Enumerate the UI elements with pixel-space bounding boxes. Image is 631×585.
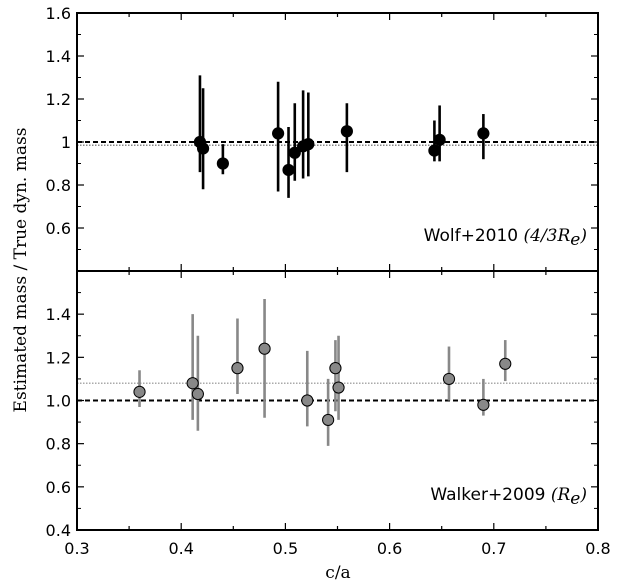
annotation-subscript: e [570, 230, 580, 250]
data-point [428, 144, 441, 157]
y-tick-label: 0.4 [46, 521, 71, 540]
plot-frame [76, 270, 599, 531]
data-point [477, 398, 490, 411]
data-point [216, 157, 229, 170]
x-tick-label: 0.6 [377, 539, 402, 558]
y-tick-label: 0.8 [46, 176, 71, 195]
data-point [186, 377, 199, 390]
data-point [322, 413, 335, 427]
annotation-name: Walker+2009 [430, 485, 550, 505]
data-point [196, 142, 210, 155]
panel-top: 0.6 0.8 1 1.2 1.4 1.6 Wolf+2010 (4/3Re) [46, 4, 599, 272]
y-tick-label: 1 [61, 133, 71, 152]
x-tick-label: 0.8 [585, 539, 610, 558]
panel-annotation: Wolf+2010 (4/3Re) [424, 226, 587, 250]
data-point [231, 362, 244, 375]
data-point [301, 394, 314, 407]
x-tick-label: 0.5 [273, 539, 298, 558]
y-tick-label: 1.2 [46, 348, 71, 367]
data-point [332, 381, 345, 394]
annotation-close: ) [579, 485, 587, 505]
panel-annotation: Walker+2009 (Re) [430, 485, 587, 509]
y-tick-label: 0.6 [46, 478, 71, 497]
annotation-math: (R [551, 485, 571, 505]
x-tick-label: 0.4 [168, 539, 193, 558]
y-tick-label: 0.6 [46, 219, 71, 238]
y-tick-label: 1.2 [46, 90, 71, 109]
annotation-close: ) [579, 226, 587, 246]
data-point [442, 372, 456, 386]
data-point [499, 357, 512, 370]
annotation-math: (4/3R [524, 226, 571, 246]
y-tick-label: 1.4 [46, 47, 71, 66]
panel-bottom: 0.4 0.6 0.8 1.0 1.2 1.4 Walker+2009 (Re) [46, 270, 599, 540]
y-tick-label: 1.4 [46, 305, 71, 324]
x-axis-ticks: 0.3 0.4 0.5 0.6 0.7 0.8 [64, 539, 610, 558]
data-point [288, 146, 301, 159]
annotation-name: Wolf+2010 [424, 226, 524, 246]
data-point [282, 163, 295, 177]
data-point [340, 125, 353, 138]
x-tick-label: 0.7 [481, 539, 506, 558]
x-axis-label: c/a [325, 563, 350, 583]
y-axis-label: Estimated mass / True dyn. mass [11, 128, 31, 413]
data-point [433, 133, 446, 146]
data-point [258, 342, 271, 355]
data-point [272, 127, 285, 140]
data-point [133, 385, 146, 398]
x-tick-label: 0.3 [64, 539, 89, 558]
data-point [191, 387, 204, 401]
y-tick-label: 1.6 [46, 4, 71, 23]
data-point [329, 362, 342, 375]
data-point [302, 138, 315, 151]
y-tick-label: 0.8 [46, 435, 71, 454]
y-tick-label: 1.0 [46, 392, 71, 411]
annotation-subscript: e [570, 489, 580, 509]
data-point [477, 127, 490, 140]
